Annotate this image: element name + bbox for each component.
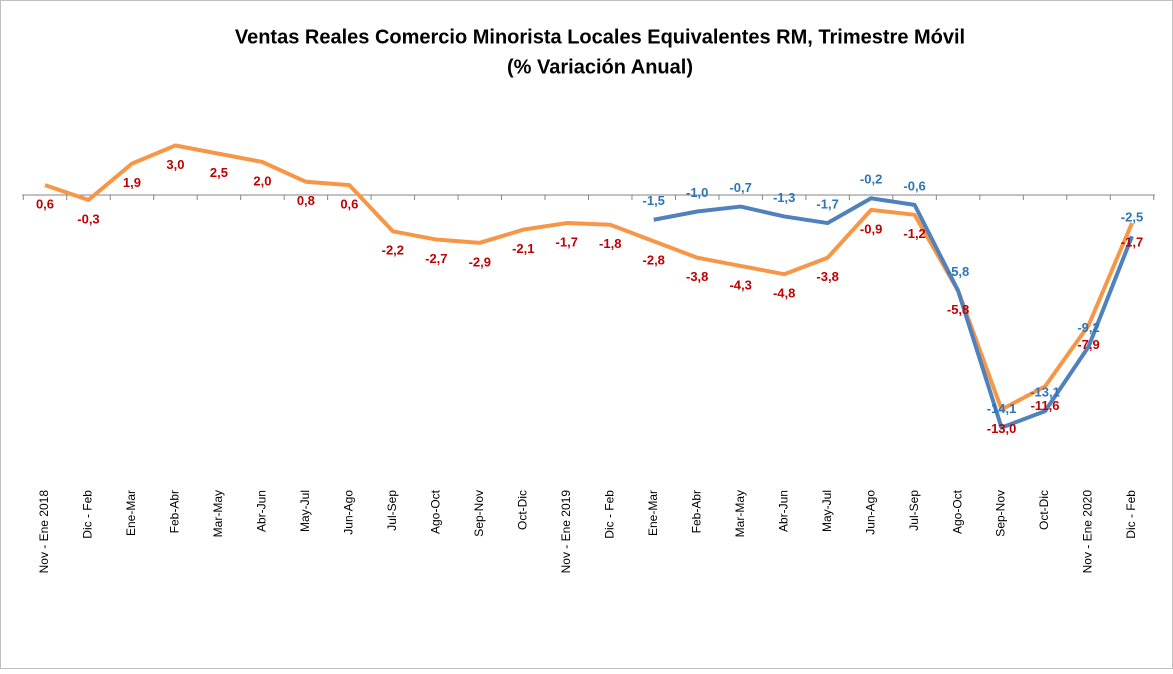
data-label: -2,7 [425, 251, 447, 266]
data-label: -14,1 [987, 401, 1017, 416]
x-tick-label: Oct-Dic [1037, 490, 1051, 530]
data-label: -0,3 [77, 211, 99, 226]
data-label: -1,7 [1121, 234, 1143, 249]
data-label: 2,0 [253, 173, 271, 188]
data-label: -1,0 [686, 185, 708, 200]
data-label: -0,7 [729, 180, 751, 195]
x-tick-label: Abr-Jun [776, 490, 790, 532]
x-tick-label: Mar-May [733, 490, 747, 537]
data-label: -2,9 [469, 254, 491, 269]
x-tick-label: Sep-Nov [472, 490, 486, 537]
chart-subtitle: (% Variación Anual) [507, 56, 693, 78]
data-label: -3,8 [816, 269, 838, 284]
x-tick-label: Mar-May [211, 490, 225, 537]
data-label: -0,9 [860, 221, 882, 236]
x-tick-label: May-Jul [298, 490, 312, 532]
x-tick-label: Nov - Ene 2018 [37, 490, 51, 574]
x-tick-label: Jul-Sep [907, 490, 921, 531]
x-tick-label: Dic - Feb [81, 490, 95, 539]
x-tick-label: Ene-Mar [646, 490, 660, 536]
data-label: -3,8 [686, 269, 708, 284]
data-label: -1,7 [816, 196, 838, 211]
data-label: -9,2 [1077, 320, 1099, 335]
data-label: -2,1 [512, 241, 534, 256]
data-label: 2,5 [210, 165, 228, 180]
x-tick-label: Oct-Dic [515, 490, 529, 530]
data-label: 1,9 [123, 175, 141, 190]
x-tick-label: Jul-Sep [385, 490, 399, 531]
x-tick-label: Ago-Oct [428, 489, 442, 534]
data-label: -13,1 [1030, 385, 1060, 400]
data-label: -5,8 [947, 302, 969, 317]
x-tick-label: Dic - Feb [1124, 490, 1138, 539]
data-label: -7,9 [1077, 337, 1099, 352]
x-tick-label: Dic - Feb [602, 490, 616, 539]
x-tick-label: Ago-Oct [950, 489, 964, 534]
data-label: -1,5 [643, 193, 665, 208]
data-label: -0,2 [860, 172, 882, 187]
series-line [653, 196, 1134, 430]
data-label: -11,6 [1031, 398, 1060, 413]
x-tick-label: Nov - Ene 2020 [1081, 490, 1095, 574]
x-tick-label: Nov - Ene 2019 [559, 490, 573, 574]
data-label: 3,0 [166, 157, 184, 172]
data-label: -2,8 [643, 253, 665, 268]
data-label: -1,3 [773, 190, 795, 205]
data-label: -4,8 [773, 286, 795, 301]
x-tick-label: Abr-Jun [255, 490, 269, 532]
chart-title: Ventas Reales Comercio Minorista Locales… [235, 26, 965, 48]
x-tick-label: Sep-Nov [994, 490, 1008, 537]
data-label: -2,2 [382, 243, 404, 258]
x-tick-label: Feb-Abr [689, 490, 703, 533]
data-label: 0,8 [297, 193, 315, 208]
data-label: -5,8 [947, 264, 969, 279]
data-label: 0,6 [36, 197, 54, 212]
data-label: -1,7 [556, 234, 578, 249]
data-label: -0,6 [903, 178, 925, 193]
data-label: -1,2 [903, 226, 925, 241]
data-label: 0,6 [340, 197, 358, 212]
x-tick-label: Jun-Ago [863, 490, 877, 535]
x-tick-label: Jun-Ago [342, 490, 356, 535]
x-tick-label: May-Jul [820, 490, 834, 532]
data-label: -1,8 [599, 236, 621, 251]
data-label: -13,0 [987, 421, 1017, 436]
data-label: -2,5 [1121, 210, 1143, 225]
data-label: -4,3 [729, 277, 751, 292]
x-tick-label: Ene-Mar [124, 490, 138, 536]
x-tick-label: Feb-Abr [168, 490, 182, 533]
